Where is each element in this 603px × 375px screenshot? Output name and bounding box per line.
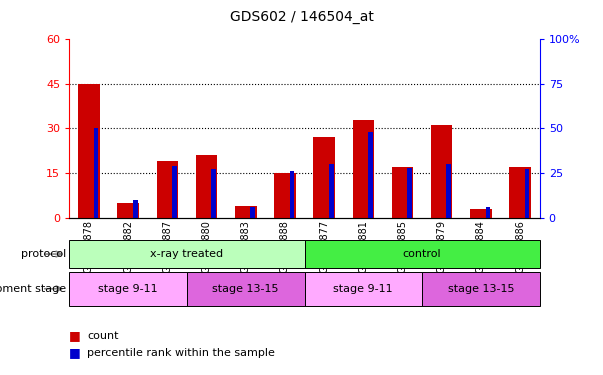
Bar [196, 155, 217, 218]
Bar [431, 126, 452, 218]
Bar [368, 132, 373, 218]
Bar [305, 240, 540, 268]
Bar [78, 84, 99, 218]
Text: GDS602 / 146504_at: GDS602 / 146504_at [230, 10, 373, 24]
Bar [510, 167, 531, 218]
Bar [289, 171, 294, 217]
Bar [274, 173, 295, 217]
Bar [211, 170, 216, 217]
Bar [69, 240, 305, 268]
Text: control: control [403, 249, 441, 259]
Text: count: count [87, 331, 119, 340]
Text: development stage: development stage [0, 284, 66, 294]
Text: stage 9-11: stage 9-11 [98, 284, 158, 294]
Bar [446, 164, 451, 218]
Bar [525, 170, 529, 217]
Bar [329, 164, 333, 218]
Bar [172, 166, 177, 218]
Bar [118, 202, 139, 217]
Text: stage 9-11: stage 9-11 [333, 284, 393, 294]
Text: stage 13-15: stage 13-15 [447, 284, 514, 294]
Bar [422, 272, 540, 306]
Text: x-ray treated: x-ray treated [150, 249, 224, 259]
Bar [250, 207, 255, 218]
Bar [235, 206, 256, 218]
Bar [157, 161, 178, 218]
Bar [69, 272, 187, 306]
Bar [353, 120, 374, 218]
Text: stage 13-15: stage 13-15 [212, 284, 279, 294]
Bar [407, 168, 412, 217]
Bar [305, 272, 422, 306]
Bar [93, 128, 98, 217]
Text: ■: ■ [69, 329, 81, 342]
Bar [392, 167, 413, 218]
Bar [470, 209, 491, 218]
Bar [187, 272, 305, 306]
Text: percentile rank within the sample: percentile rank within the sample [87, 348, 276, 357]
Text: ■: ■ [69, 346, 81, 359]
Bar [314, 137, 335, 218]
Text: protocol: protocol [21, 249, 66, 259]
Bar [133, 200, 137, 217]
Bar [485, 207, 490, 218]
